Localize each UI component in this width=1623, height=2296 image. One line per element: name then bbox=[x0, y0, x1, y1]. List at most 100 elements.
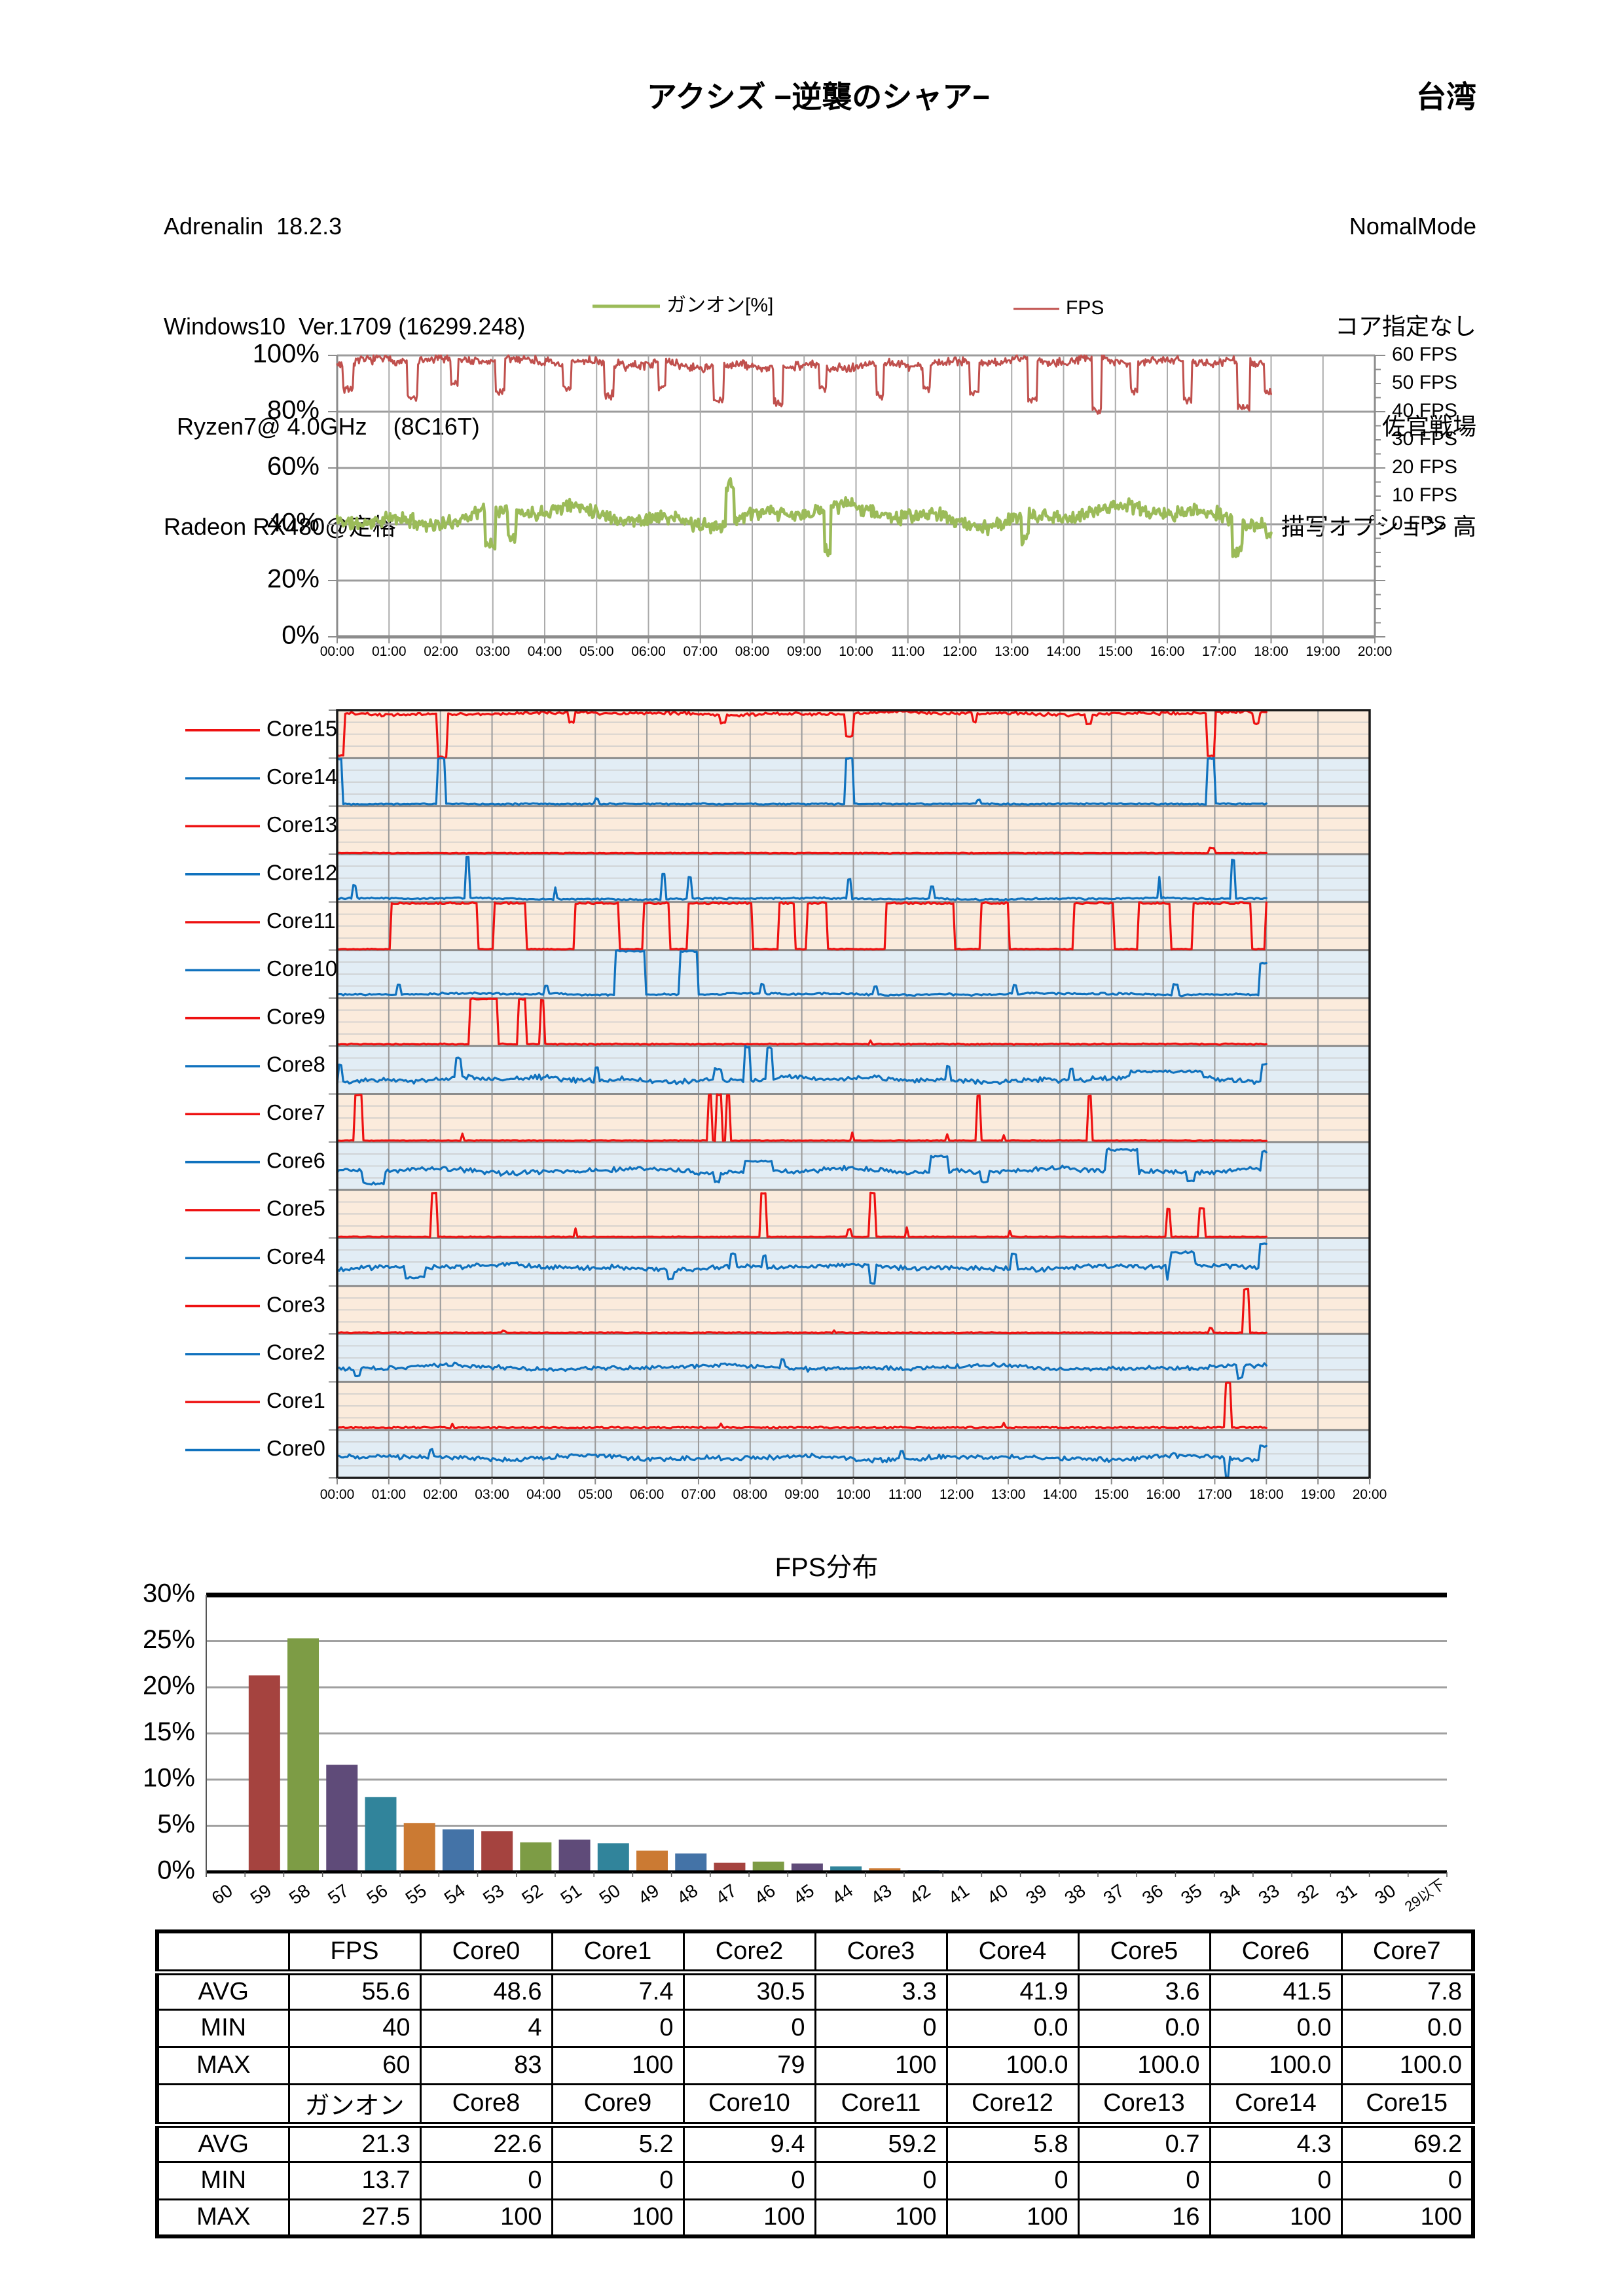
histogram-x-label: 46 bbox=[751, 1880, 779, 1909]
table-value-cell: 0 bbox=[419, 2161, 553, 2200]
legend-label-Core2: Core2 bbox=[266, 1340, 325, 1365]
bar-46 bbox=[752, 1861, 784, 1872]
histogram-x-label: 57 bbox=[324, 1880, 352, 1909]
table-row-label: MAX bbox=[156, 2198, 290, 2238]
stats-table: FPS Core0 Core1 Core2 Core3 Core4 Core5 Core6 Co… bbox=[155, 1929, 1475, 2238]
legend-label-Core1: Core1 bbox=[266, 1388, 325, 1412]
core-x-label: 19:00 bbox=[1301, 1487, 1336, 1502]
bar-59 bbox=[248, 1675, 280, 1872]
series-Core10 bbox=[336, 949, 1267, 997]
core-x-label: 04:00 bbox=[526, 1487, 561, 1502]
table-row: MAX 27.5 100 100 100 100 100 16 100 100 bbox=[156, 2198, 1474, 2238]
battlefield-label: 佐官戦場 bbox=[1381, 413, 1476, 440]
table-value-cell: 0.7 bbox=[1077, 2123, 1211, 2163]
usage-x-label: 15:00 bbox=[1098, 644, 1133, 659]
table-value-cell: 0 bbox=[1077, 2161, 1211, 2200]
legend-label-Core8: Core8 bbox=[266, 1052, 325, 1077]
core-x-label: 14:00 bbox=[1043, 1487, 1078, 1502]
series-Core1 bbox=[336, 1381, 1267, 1429]
legend-label-Core5: Core5 bbox=[266, 1196, 325, 1221]
histogram-y-label: 25% bbox=[143, 1625, 195, 1654]
bar-49 bbox=[636, 1850, 668, 1872]
core-x-label: 12:00 bbox=[939, 1487, 974, 1502]
histogram-y-label: 30% bbox=[143, 1579, 195, 1608]
series-Core12 bbox=[336, 855, 1267, 902]
histogram-x-label: 49 bbox=[634, 1880, 663, 1909]
core-x-label: 11:00 bbox=[888, 1487, 922, 1502]
table-value-cell: 100.0 bbox=[1077, 2045, 1211, 2085]
series-Core13 bbox=[336, 846, 1267, 855]
table-value-cell: 3.6 bbox=[1077, 1971, 1211, 2011]
table-value-cell: 0 bbox=[1209, 2161, 1343, 2200]
legend-label-Core7: Core7 bbox=[266, 1100, 325, 1124]
core-usage-chart: Core15 Core14 Core13 Core12 Core11 Core10 Core… bbox=[185, 709, 1387, 1502]
legend-label-Core12: Core12 bbox=[266, 860, 337, 884]
core-x-label: 20:00 bbox=[1353, 1487, 1387, 1502]
table-row: MIN 13.7 0 0 0 0 0 0 0 0 bbox=[156, 2161, 1474, 2200]
run-settings: NomalMode コア指定なし 佐官戦場 描写オプション 高 bbox=[1048, 143, 1476, 610]
usage-fps-chart: 100% 80% 60% 40% 20% 0% 60 FPS 50 FPS 40 FPS 30 F… bbox=[253, 295, 1457, 659]
table-value-cell: 16 bbox=[1077, 2198, 1211, 2238]
table-header-cell: Core13 bbox=[1077, 2083, 1211, 2128]
core-x-label: 01:00 bbox=[372, 1487, 407, 1502]
histogram-x-label: 54 bbox=[441, 1880, 469, 1909]
table-value-cell: 4.3 bbox=[1209, 2123, 1343, 2163]
bar-48 bbox=[675, 1853, 707, 1872]
bar-54 bbox=[442, 1829, 474, 1872]
usage-x-label: 19:00 bbox=[1305, 644, 1340, 659]
table-value-cell: 0 bbox=[814, 2161, 948, 2200]
histogram-x-label: 48 bbox=[673, 1880, 701, 1909]
table-header-cell: Core12 bbox=[945, 2083, 1080, 2128]
table-value-cell: 100 bbox=[1340, 2198, 1474, 2238]
table-value-cell: 7.4 bbox=[551, 1971, 685, 2011]
table-header-cell: Core0 bbox=[419, 1930, 553, 1975]
table-value-cell: 100 bbox=[945, 2198, 1080, 2238]
table-row: AVG 55.6 48.6 7.4 30.5 3.3 41.9 3.6 41.5 7.8 bbox=[156, 1971, 1474, 2011]
fps-y-label: 20 FPS bbox=[1392, 456, 1457, 478]
usage-x-label: 09:00 bbox=[787, 644, 822, 659]
histogram-x-label: 55 bbox=[402, 1880, 430, 1909]
table-value-cell: 100.0 bbox=[945, 2045, 1080, 2085]
cpu-info: Ryzen7@ 4.0GHz (8C16T) bbox=[164, 413, 480, 440]
table-value-cell: 0.0 bbox=[1077, 2008, 1211, 2048]
series-Core0 bbox=[336, 1444, 1267, 1479]
table-row-label: MIN bbox=[156, 2008, 290, 2048]
table-header-cell: Core2 bbox=[682, 1930, 816, 1975]
usage-x-label: 07:00 bbox=[683, 644, 718, 659]
table-value-cell: 0.0 bbox=[1340, 2008, 1474, 2048]
usage-y-label: 20% bbox=[267, 565, 319, 594]
table-header-cell bbox=[156, 2083, 290, 2128]
usage-x-label: 18:00 bbox=[1254, 644, 1288, 659]
core-x-label: 07:00 bbox=[682, 1487, 716, 1502]
bar-53 bbox=[481, 1831, 513, 1872]
table-value-cell: 60 bbox=[287, 2045, 422, 2085]
usage-x-label: 12:00 bbox=[943, 644, 977, 659]
usage-x-label: 20:00 bbox=[1358, 644, 1393, 659]
table-header-cell: Core6 bbox=[1209, 1930, 1343, 1975]
core-affinity-label: コア指定なし bbox=[1334, 313, 1476, 340]
table-value-cell: 48.6 bbox=[419, 1971, 553, 2011]
table-value-cell: 100.0 bbox=[1340, 2045, 1474, 2085]
legend-label-Core13: Core13 bbox=[266, 812, 337, 836]
usage-y-label: 60% bbox=[267, 452, 319, 481]
table-header-cell: FPS bbox=[287, 1930, 422, 1975]
table-value-cell: 100 bbox=[814, 2045, 948, 2085]
histogram-x-label: 47 bbox=[712, 1880, 740, 1909]
legend-label-Core15: Core15 bbox=[266, 717, 337, 741]
histogram-y-label: 5% bbox=[157, 1810, 195, 1839]
table-value-cell: 41.9 bbox=[945, 1971, 1080, 2011]
histogram-x-label: 39 bbox=[1022, 1880, 1050, 1909]
histogram-x-label: 51 bbox=[556, 1880, 585, 1909]
series-Core2 bbox=[336, 1358, 1267, 1380]
legend-label-Core6: Core6 bbox=[266, 1148, 325, 1172]
table-row: MAX 60 83 100 79 100 100.0 100.0 100.0 100.0 bbox=[156, 2045, 1474, 2085]
core-x-label: 17:00 bbox=[1197, 1487, 1232, 1502]
histogram-x-label: 29以下 bbox=[1402, 1876, 1448, 1915]
table-header-cell bbox=[156, 1930, 290, 1975]
usage-x-label: 08:00 bbox=[735, 644, 770, 659]
table-row-label: MIN bbox=[156, 2161, 290, 2200]
histogram-y-label: 20% bbox=[143, 1672, 195, 1700]
table-value-cell: 100 bbox=[551, 2045, 685, 2085]
histogram-x-label: 42 bbox=[905, 1880, 934, 1909]
system-info: Adrenalin 18.2.3 Windows10 Ver.1709 (162… bbox=[164, 143, 525, 610]
